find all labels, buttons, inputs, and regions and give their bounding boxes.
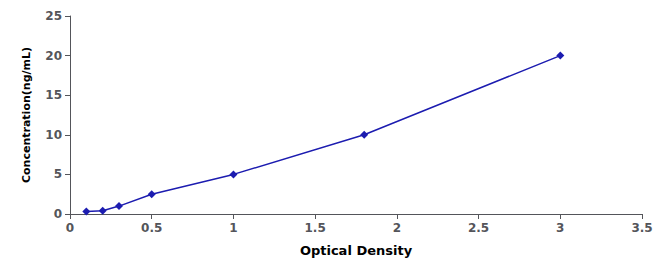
svg-text:5: 5 — [54, 167, 62, 181]
svg-text:2.5: 2.5 — [468, 221, 489, 235]
svg-text:3: 3 — [556, 221, 564, 235]
svg-text:2: 2 — [393, 221, 401, 235]
svg-text:1: 1 — [229, 221, 237, 235]
svg-text:0: 0 — [54, 207, 62, 221]
svg-text:10: 10 — [45, 128, 62, 142]
svg-text:0.5: 0.5 — [141, 221, 162, 235]
svg-text:3.5: 3.5 — [631, 221, 652, 235]
svg-text:25: 25 — [45, 9, 62, 23]
svg-text:1.5: 1.5 — [305, 221, 326, 235]
svg-text:Optical Density: Optical Density — [300, 243, 413, 258]
svg-text:20: 20 — [45, 49, 62, 63]
svg-text:15: 15 — [45, 88, 62, 102]
svg-text:0: 0 — [66, 221, 74, 235]
svg-text:Concentration(ng/mL): Concentration(ng/mL) — [20, 47, 33, 183]
